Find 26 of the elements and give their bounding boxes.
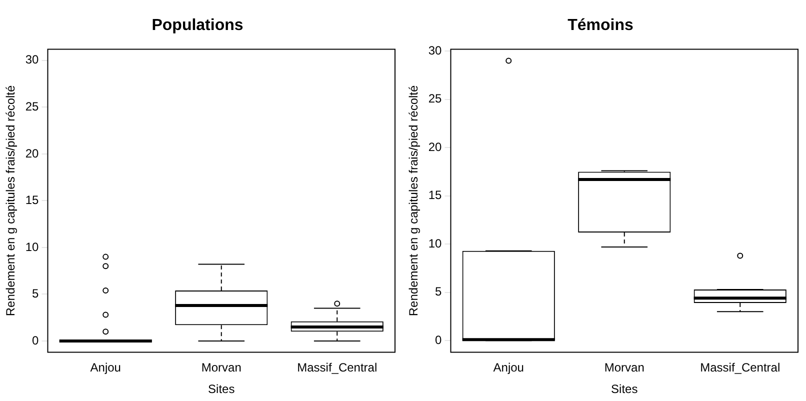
y-tick-label: 30 bbox=[25, 52, 40, 67]
x-tick-label: Massif_Central bbox=[297, 360, 378, 375]
chart-title: Témoins bbox=[568, 17, 634, 34]
x-axis-title: Sites bbox=[208, 382, 235, 396]
y-tick-label: 5 bbox=[435, 284, 442, 299]
chart-title: Populations bbox=[152, 17, 244, 34]
x-tick-label: Anjou bbox=[90, 360, 121, 375]
y-tick-label: 5 bbox=[32, 286, 40, 301]
y-tick-label: 15 bbox=[428, 188, 442, 202]
x-tick-label: Massif_Central bbox=[700, 360, 780, 375]
y-tick-label: 20 bbox=[25, 146, 40, 160]
y-tick-label: 0 bbox=[435, 332, 442, 347]
y-axis-title: Rendement en g capitules frais/pied récolté bbox=[4, 84, 18, 316]
y-tick-label: 15 bbox=[25, 193, 40, 208]
y-tick-label: 30 bbox=[428, 43, 442, 58]
x-tick-label: Morvan bbox=[604, 360, 644, 375]
y-tick-label: 0 bbox=[32, 333, 40, 348]
y-tick-label: 25 bbox=[428, 92, 442, 106]
y-tick-label: 10 bbox=[25, 240, 40, 254]
y-tick-label: 20 bbox=[428, 140, 442, 154]
x-tick-label: Morvan bbox=[201, 360, 242, 375]
y-tick-label: 25 bbox=[25, 99, 40, 114]
x-axis-title: Sites bbox=[611, 382, 638, 396]
x-tick-label: Anjou bbox=[493, 360, 524, 375]
y-tick-label: 10 bbox=[428, 236, 442, 250]
y-axis-title: Rendement en g capitules frais/pied récolté bbox=[406, 84, 421, 316]
